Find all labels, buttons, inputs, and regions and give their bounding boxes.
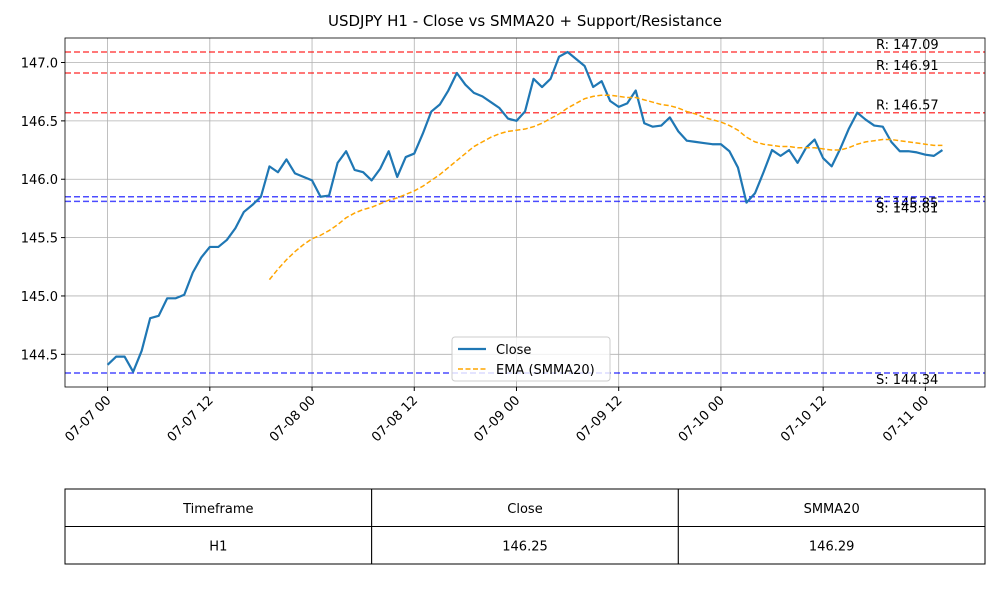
series-line [268, 94, 943, 281]
resistance-label: R: 147.09 [876, 38, 939, 53]
y-tick-label: 145.5 [21, 232, 58, 247]
x-tick-label: 07-09 00 [471, 393, 523, 445]
y-tick-label: 145.0 [21, 290, 58, 305]
legend-box [451, 336, 611, 382]
y-tick-label: 146.0 [21, 173, 58, 188]
support-label: S: 144.34 [876, 373, 938, 388]
table-value: 146.29 [809, 539, 855, 554]
legend-label: EMA (SMMA20) [496, 363, 595, 378]
plot-frame [64, 37, 986, 388]
table-cell [677, 488, 986, 527]
table-cell [677, 526, 986, 565]
resistance-label: R: 146.91 [876, 59, 939, 74]
table-value: H1 [209, 539, 227, 554]
x-tick-label: 07-10 12 [778, 393, 830, 445]
resistance-label: R: 146.57 [876, 99, 939, 114]
table-header: Close [507, 502, 542, 517]
legend-label: Close [496, 343, 531, 358]
table-cell [64, 526, 373, 565]
y-tick-label: 147.0 [21, 57, 58, 72]
x-tick-label: 07-07 12 [165, 393, 217, 445]
series-line [106, 50, 944, 373]
y-tick-label: 146.5 [21, 115, 58, 130]
table-cell [371, 526, 679, 565]
table-value: 146.25 [502, 539, 548, 554]
x-tick-label: 07-08 12 [369, 393, 421, 445]
chart-title: USDJPY H1 - Close vs SMMA20 + Support/Re… [328, 12, 722, 30]
y-tick-label: 144.5 [21, 348, 58, 363]
x-tick-label: 07-07 00 [62, 393, 114, 445]
support-label: S: 145.85 [876, 197, 938, 212]
x-tick-label: 07-09 12 [574, 393, 626, 445]
x-tick-label: 07-10 00 [676, 393, 728, 445]
table-cell [371, 488, 679, 527]
x-tick-label: 07-11 00 [880, 393, 932, 445]
table-header: Timeframe [182, 502, 253, 517]
support-label: S: 145.81 [876, 201, 938, 216]
table-header: SMMA20 [804, 502, 860, 517]
x-tick-label: 07-08 00 [267, 393, 319, 445]
